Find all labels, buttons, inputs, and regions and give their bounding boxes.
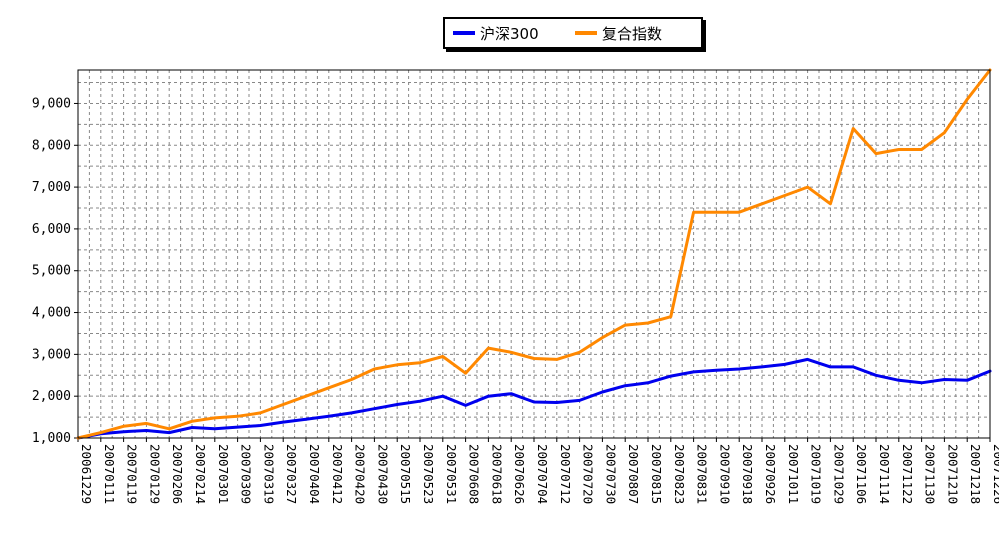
x-tick-label: 20070531 xyxy=(444,444,459,504)
x-tick-label: 20070404 xyxy=(307,444,322,504)
x-tick-label: 20071226 xyxy=(991,444,999,504)
legend-swatch-series-2 xyxy=(575,31,597,35)
y-tick-label: 3,000 xyxy=(32,347,71,362)
y-tick-label: 4,000 xyxy=(32,306,71,321)
x-tick-label: 20071019 xyxy=(809,444,824,504)
y-tick-label: 9,000 xyxy=(32,96,71,111)
legend-label-series-1: 沪深300 xyxy=(480,24,539,43)
x-tick-label: 20070319 xyxy=(261,444,276,504)
x-tick-label: 20070301 xyxy=(216,444,231,504)
x-tick-label: 20070412 xyxy=(330,444,345,504)
x-tick-label: 20071130 xyxy=(923,444,938,504)
x-tick-label: 20070730 xyxy=(603,444,618,504)
x-tick-label: 20071114 xyxy=(877,444,892,504)
series-lines xyxy=(76,68,992,440)
x-tick-label: 20070608 xyxy=(467,444,482,504)
x-tick-label: 20070704 xyxy=(535,444,550,504)
x-tick-label: 20070918 xyxy=(740,444,755,504)
x-tick-label: 20071122 xyxy=(900,444,915,504)
x-tick-label: 20070327 xyxy=(284,444,299,504)
legend-label-series-2: 复合指数 xyxy=(602,24,663,43)
y-tick-label: 1,000 xyxy=(32,431,71,446)
x-tick-label: 20070926 xyxy=(763,444,778,504)
x-tick-label: 20070523 xyxy=(421,444,436,504)
x-tick-label: 20071210 xyxy=(945,444,960,504)
x-tick-label: 20070618 xyxy=(489,444,504,504)
legend-item-series-2: 复合指数 xyxy=(575,19,662,47)
x-tick-label: 20070214 xyxy=(193,444,208,504)
series-line-2 xyxy=(76,68,992,440)
y-tick-label: 8,000 xyxy=(32,138,71,153)
x-tick-label: 20070831 xyxy=(695,444,710,504)
x-tick-label: 20070807 xyxy=(626,444,641,504)
x-tick-label: 20071029 xyxy=(831,444,846,504)
x-tick-label: 20070430 xyxy=(375,444,390,504)
x-tick-label: 20070720 xyxy=(581,444,596,504)
legend-swatch-series-1 xyxy=(453,31,475,35)
series-line-1 xyxy=(76,357,992,440)
x-tick-label: 20070815 xyxy=(649,444,664,504)
x-tick-label: 20070119 xyxy=(125,444,140,504)
x-tick-label: 20071218 xyxy=(968,444,983,504)
y-tick-label: 5,000 xyxy=(32,264,71,279)
x-tick-label: 20070515 xyxy=(398,444,413,504)
y-tick-label: 6,000 xyxy=(32,222,71,237)
y-axis-tick-labels: 1,000 2,000 3,000 4,000 5,000 6,000 7,000 8,000… xyxy=(32,96,78,446)
legend-item-series-1: 沪深300 xyxy=(453,19,539,47)
x-tick-label: 20070111 xyxy=(102,444,117,504)
x-tick-label: 20071106 xyxy=(854,444,869,504)
x-tick-label: 20070129 xyxy=(147,444,162,504)
x-tick-label: 20071011 xyxy=(786,444,801,504)
x-tick-label: 20070823 xyxy=(672,444,687,504)
grid-lines xyxy=(77,70,991,439)
plot-area-frame xyxy=(77,69,991,439)
y-tick-label: 2,000 xyxy=(32,389,71,404)
x-tick-label: 20070309 xyxy=(239,444,254,504)
x-tick-label: 20061229 xyxy=(79,444,94,504)
legend: 沪深300 复合指数 xyxy=(443,17,703,49)
y-tick-label: 7,000 xyxy=(32,180,71,195)
x-tick-label: 20070910 xyxy=(717,444,732,504)
x-tick-label: 20070206 xyxy=(170,444,185,504)
x-axis-tick-labels: 20061229 20070111 20070119 20070129 20070206… xyxy=(77,438,999,504)
x-tick-label: 20070712 xyxy=(558,444,573,504)
x-tick-label: 20070626 xyxy=(512,444,527,504)
x-tick-label: 20070420 xyxy=(353,444,368,504)
